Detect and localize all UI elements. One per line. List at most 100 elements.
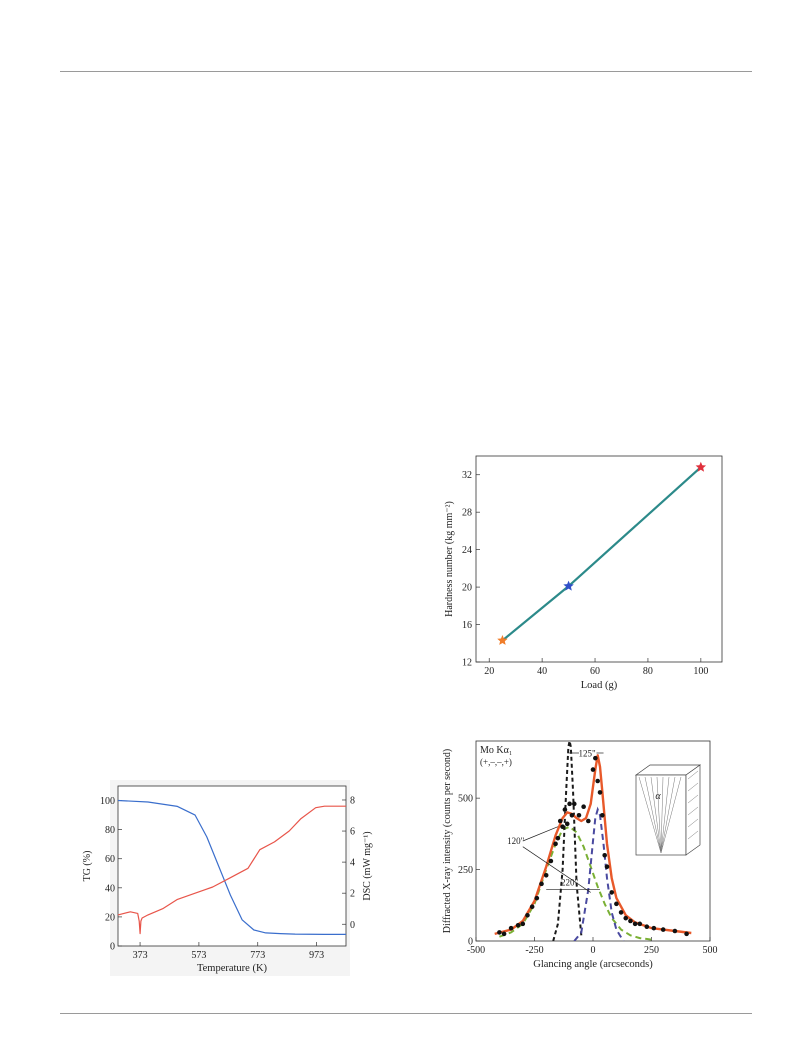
tg-curve bbox=[117, 799, 346, 935]
data-point bbox=[660, 927, 666, 932]
crystal-inset: α bbox=[632, 764, 704, 865]
inset-hatch bbox=[660, 776, 670, 854]
data-point bbox=[581, 804, 586, 810]
data-point bbox=[632, 921, 638, 927]
x-tick-label: 80 bbox=[643, 666, 653, 677]
y-tick-label: 12 bbox=[462, 658, 472, 669]
y-tick-label-left: 100 bbox=[100, 796, 115, 807]
broad-curve bbox=[499, 825, 652, 941]
y-axis-label: Hardness number (kg mm⁻²) bbox=[444, 501, 455, 617]
curves-group bbox=[494, 741, 692, 941]
y-tick-label-right: 6 bbox=[350, 827, 355, 838]
y-tick-label-left: 40 bbox=[105, 883, 115, 894]
data-point bbox=[618, 910, 624, 915]
x-axis-label: Glancing angle (arcseconds) bbox=[533, 959, 653, 970]
x-axis-label: Temperature (K) bbox=[197, 963, 268, 974]
data-point bbox=[586, 818, 591, 824]
y-tick-label-left: 60 bbox=[105, 854, 115, 865]
inset-hatch bbox=[660, 776, 676, 854]
data-point bbox=[600, 812, 605, 818]
y-tick-label: 20 bbox=[462, 583, 472, 594]
y-tick-label: 500 bbox=[458, 794, 473, 805]
annotation-125: 125" bbox=[579, 749, 597, 759]
dsc-curve bbox=[117, 805, 346, 935]
data-point bbox=[515, 922, 521, 928]
y-tick-label: 0 bbox=[468, 937, 473, 948]
x-tick-label: 373 bbox=[133, 950, 148, 961]
inset-hatch bbox=[638, 776, 662, 854]
annotation-radiation: Mo Kα₁ bbox=[480, 745, 512, 756]
y-tick-label-right: 2 bbox=[350, 889, 355, 900]
data-point bbox=[529, 904, 535, 910]
hardness-chart: 20 40 60 80 100 12 16 20 24 28 32 Load (g) Hardness … bbox=[444, 455, 723, 691]
y-tick-label-right: 0 bbox=[350, 920, 355, 931]
x-tick-label: 60 bbox=[590, 666, 600, 677]
x-tick-label: 0 bbox=[591, 945, 596, 956]
data-point bbox=[567, 801, 572, 807]
data-point bbox=[597, 790, 603, 795]
x-tick-label: -250 bbox=[525, 945, 543, 956]
x-axis-label: Load (g) bbox=[581, 680, 618, 691]
x-tick-label: 573 bbox=[191, 950, 206, 961]
header-rule bbox=[60, 71, 752, 72]
data-point bbox=[614, 901, 619, 907]
y-tick-label-right: 8 bbox=[350, 795, 355, 806]
x-tick-label: 973 bbox=[309, 950, 324, 961]
narrow-left-curve bbox=[552, 741, 583, 941]
data-point bbox=[560, 824, 565, 830]
inset-hatch bbox=[644, 776, 662, 854]
data-point bbox=[555, 835, 561, 841]
annotation-config: (+,–,–,+) bbox=[480, 757, 512, 767]
leader-120b bbox=[522, 846, 591, 893]
data-point bbox=[593, 755, 598, 761]
inset-front-face bbox=[635, 774, 687, 856]
tg-dsc-chart: 373 573 773 973 0 20 40 60 80 100 0 2 4 6 8 Temperature… bbox=[82, 780, 373, 976]
data-point bbox=[609, 890, 615, 895]
data-point bbox=[595, 778, 600, 784]
data-point bbox=[564, 821, 570, 827]
y-tick-label-left: 0 bbox=[110, 942, 115, 953]
x-tick-label: 40 bbox=[537, 666, 547, 677]
inset-side-hatch bbox=[687, 794, 699, 804]
xrd-chart: -500 -250 0 250 500 0 250 500 Glancing angle (ar… bbox=[442, 740, 718, 970]
data-point bbox=[628, 918, 633, 924]
series-line bbox=[501, 466, 702, 642]
narrow-right-curve bbox=[573, 806, 625, 941]
footer-rule bbox=[60, 1013, 752, 1014]
y-axis-label-left: TG (%) bbox=[82, 851, 93, 882]
data-point bbox=[534, 895, 540, 901]
x-tick-label: -500 bbox=[467, 945, 485, 956]
data-point bbox=[553, 841, 558, 847]
data-point bbox=[497, 930, 502, 935]
annotation-120: 120" bbox=[507, 836, 525, 846]
data-point bbox=[602, 852, 607, 858]
data-point bbox=[525, 912, 530, 918]
x-tick-label: 100 bbox=[693, 666, 708, 677]
data-point bbox=[571, 801, 577, 807]
data-point bbox=[508, 925, 514, 931]
y-tick-label-left: 20 bbox=[105, 912, 115, 923]
inset-side-hatch bbox=[687, 830, 699, 840]
data-point-star bbox=[563, 580, 574, 591]
x-tick-label: 20 bbox=[484, 666, 494, 677]
x-tick-label: 773 bbox=[250, 950, 265, 961]
data-point bbox=[604, 864, 610, 870]
data-point-star bbox=[497, 634, 508, 645]
data-point bbox=[623, 915, 629, 921]
data-point bbox=[590, 767, 596, 772]
y-tick-label: 28 bbox=[462, 508, 472, 519]
inset-side-face bbox=[685, 764, 701, 856]
y-tick-label: 24 bbox=[462, 545, 472, 556]
data-point-star bbox=[695, 461, 707, 472]
inset-alpha-label: α bbox=[655, 791, 661, 802]
data-point bbox=[637, 921, 643, 927]
fit-curve bbox=[494, 754, 692, 936]
data-point bbox=[562, 807, 568, 812]
y-tick-label-right: 4 bbox=[350, 858, 355, 869]
x-tick-label: 500 bbox=[703, 945, 718, 956]
plot-frame bbox=[475, 455, 723, 663]
inset-hatch bbox=[650, 776, 662, 854]
data-point bbox=[651, 925, 657, 931]
data-point bbox=[672, 928, 678, 934]
data-point bbox=[576, 812, 582, 818]
